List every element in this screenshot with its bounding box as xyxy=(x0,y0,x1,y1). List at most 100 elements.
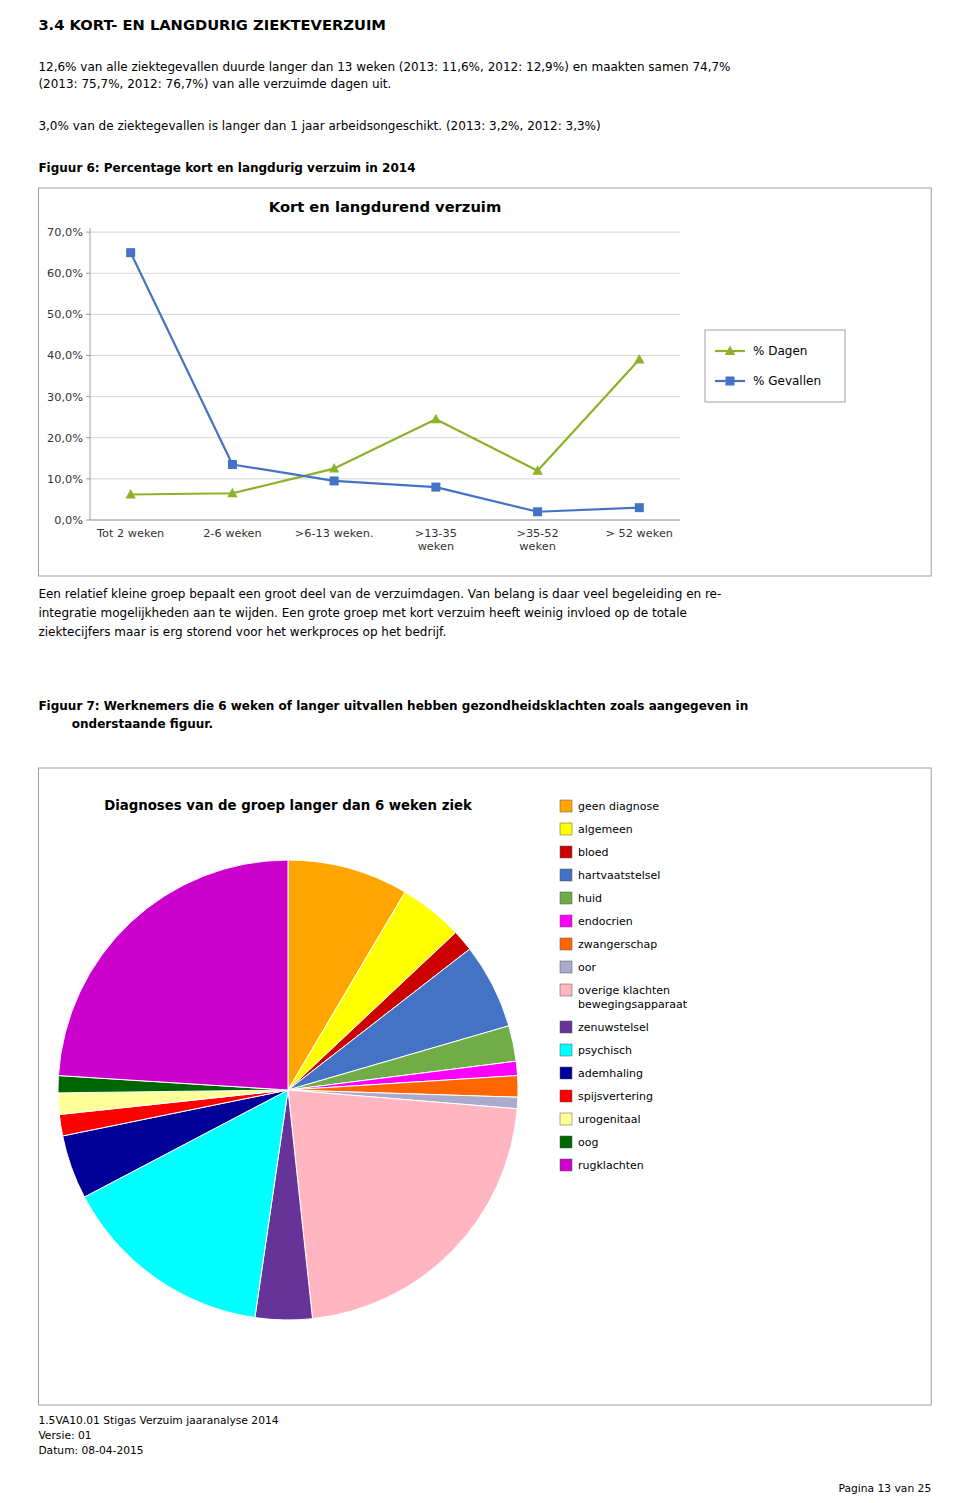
grid-line xyxy=(90,437,680,438)
legend-label: zwangerschap xyxy=(578,938,657,951)
chart-title: Diagnoses van de groep langer dan 6 weke… xyxy=(104,798,473,813)
legend-label: geen diagnose xyxy=(578,800,659,813)
paragraph: 3,0% van de ziektegevallen is langer dan… xyxy=(38,119,600,133)
legend-swatch xyxy=(560,1159,572,1171)
legend-swatch xyxy=(560,961,572,973)
tick-mark xyxy=(86,314,90,315)
legend-swatch xyxy=(560,1044,572,1056)
legend-frame xyxy=(705,330,845,402)
footer: 1.5VA10.01 Stigas Verzuim jaaranalyse 20… xyxy=(38,1414,278,1457)
chart-frame xyxy=(38,768,931,1405)
data-point xyxy=(330,476,339,485)
series-line xyxy=(131,253,640,512)
grid-line xyxy=(90,478,680,479)
legend-label: endocrien xyxy=(578,915,633,928)
pie-slice xyxy=(58,1090,288,1115)
data-point xyxy=(533,507,542,516)
tick-label: 40,0% xyxy=(47,349,83,362)
tick-label: 20,0% xyxy=(47,432,83,445)
data-point xyxy=(329,463,339,473)
grid-line xyxy=(90,520,680,521)
paragraph: Een relatief kleine groep bepaalt een gr… xyxy=(38,587,721,639)
data-point xyxy=(635,503,644,512)
legend-label: spijsvertering xyxy=(578,1090,653,1103)
chart-title: Kort en langdurend verzuim xyxy=(269,198,501,215)
tick-mark xyxy=(86,273,90,274)
legend-swatch xyxy=(560,892,572,904)
grid-line xyxy=(90,314,680,315)
x-axis-line xyxy=(90,520,680,521)
tick-label: >6-13 weken. xyxy=(295,527,374,540)
tick-label: 70,0% xyxy=(47,226,83,239)
page: 3.4 KORT- EN LANGDURIG ZIEKTEVERZUIM 12,6… xyxy=(0,0,960,1503)
legend-label: overige klachtenbewegingsapparaat xyxy=(578,984,688,1011)
legend-label: ademhaling xyxy=(578,1067,643,1080)
plot-area xyxy=(125,248,644,516)
grid-line xyxy=(90,232,680,233)
data-point xyxy=(125,489,135,499)
tick-label: 50,0% xyxy=(47,308,83,321)
data-point xyxy=(431,414,441,424)
legend-label: algemeen xyxy=(578,823,633,836)
legend-label: psychisch xyxy=(578,1044,632,1057)
figure-caption: Figuur 6: Percentage kort en langdurig v… xyxy=(38,161,415,175)
data-point xyxy=(532,465,542,475)
legend-label: % Gevallen xyxy=(753,374,821,388)
data-point xyxy=(431,483,440,492)
legend-label: zenuwstelsel xyxy=(578,1021,649,1034)
legend-label: bloed xyxy=(578,846,609,859)
tick-mark xyxy=(86,232,90,233)
data-point xyxy=(126,248,135,257)
legend-marker xyxy=(725,346,735,356)
footer: Pagina 13 van 25 xyxy=(839,1482,932,1495)
chart-frame xyxy=(38,188,931,576)
legend: % Dagen % Gevallen xyxy=(705,330,845,402)
paragraph: 12,6% van alle ziektegevallen duurde lan… xyxy=(38,60,730,91)
grid-line xyxy=(90,355,680,356)
tick-mark xyxy=(86,437,90,438)
pie-slice xyxy=(288,1090,517,1319)
data-point xyxy=(227,488,237,498)
tick-label: >35-52weken xyxy=(516,527,558,553)
figure-caption: Figuur 7: Werknemers die 6 weken of lang… xyxy=(38,699,748,731)
legend-label: oor xyxy=(578,961,596,974)
tick-mark xyxy=(86,355,90,356)
legend-label: urogenitaal xyxy=(578,1113,641,1126)
legend-swatch xyxy=(560,800,572,812)
page-title: 3.4 KORT- EN LANGDURIG ZIEKTEVERZUIM xyxy=(38,16,386,33)
tick-label: 0,0% xyxy=(54,514,83,527)
tick-mark xyxy=(86,396,90,397)
legend-swatch xyxy=(560,1067,572,1079)
legend-swatch xyxy=(560,938,572,950)
legend-swatch xyxy=(560,1136,572,1148)
legend-swatch xyxy=(560,1021,572,1033)
pie-slice xyxy=(58,860,288,1090)
pie xyxy=(58,860,518,1320)
legend-label: hartvaatstelsel xyxy=(578,869,660,882)
data-point xyxy=(634,354,644,364)
y-axis-line xyxy=(90,228,91,520)
tick-label: 10,0% xyxy=(47,473,83,486)
tick-label: 2-6 weken xyxy=(203,527,261,540)
tick-label: >13-35weken xyxy=(415,527,457,553)
tick-label: 30,0% xyxy=(47,391,83,404)
legend-label: rugklachten xyxy=(578,1159,644,1172)
legend-swatch xyxy=(560,869,572,881)
legend-swatch xyxy=(560,823,572,835)
legend-swatch xyxy=(560,1090,572,1102)
grid-line xyxy=(90,396,680,397)
legend-label: % Dagen xyxy=(753,344,807,358)
tick-mark xyxy=(86,520,90,521)
grid-line xyxy=(90,273,680,274)
tick-label: > 52 weken xyxy=(606,527,673,540)
legend-swatch xyxy=(560,846,572,858)
grid xyxy=(90,232,680,520)
tick-label: Tot 2 weken xyxy=(96,527,164,540)
legend-swatch xyxy=(560,1113,572,1125)
legend-swatch xyxy=(560,984,572,996)
series-line xyxy=(131,360,640,495)
legend-label: huid xyxy=(578,892,602,905)
tick-mark xyxy=(86,478,90,479)
data-point xyxy=(228,460,237,469)
tick-label: 60,0% xyxy=(47,267,83,280)
